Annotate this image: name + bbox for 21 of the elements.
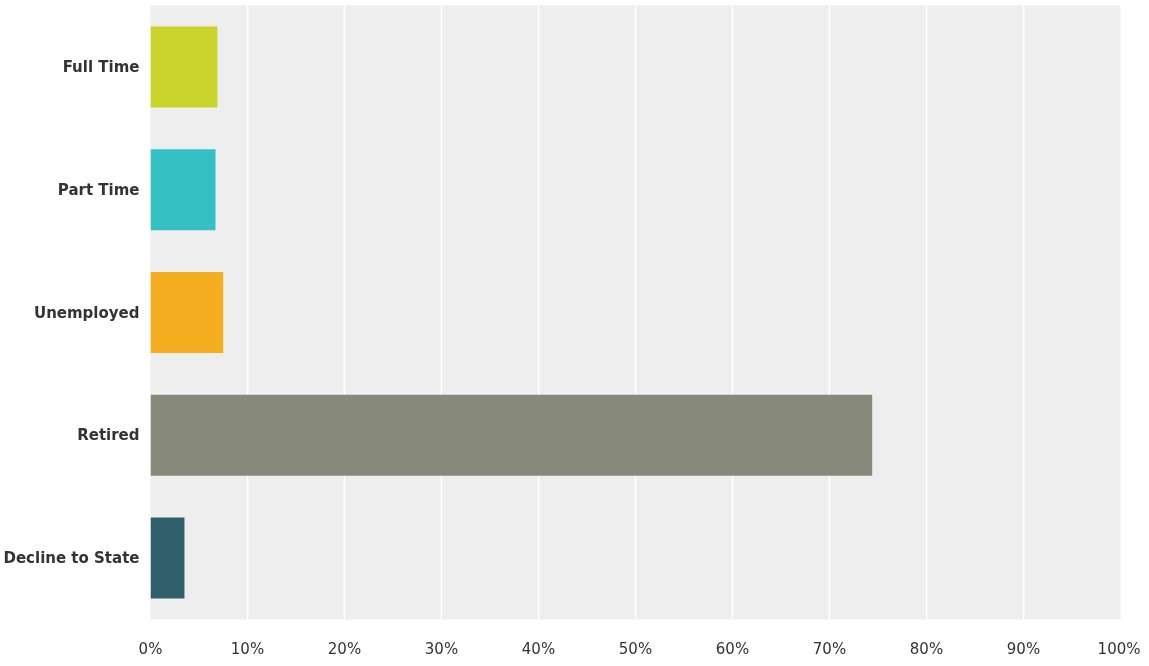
x-tick-label: 10% — [230, 639, 265, 658]
y-tick-label: Unemployed — [33, 303, 140, 322]
bar — [150, 517, 185, 599]
x-tick-label: 30% — [424, 639, 459, 658]
bar — [150, 26, 218, 108]
x-tick-label: 20% — [327, 639, 362, 658]
x-tick-label: 60% — [715, 639, 750, 658]
x-tick-label: 70% — [812, 639, 847, 658]
y-tick-label: Retired — [77, 426, 140, 445]
bar — [150, 394, 873, 476]
x-tick-label: 0% — [138, 639, 163, 658]
y-tick-label: Decline to State — [3, 549, 140, 568]
bar — [150, 271, 224, 354]
bar — [150, 149, 216, 231]
x-tick-label: 50% — [618, 639, 653, 658]
x-tick-label: 80% — [909, 639, 944, 658]
y-tick-label: Full Time — [62, 57, 140, 76]
x-tick-label: 90% — [1006, 639, 1041, 658]
x-tick-label: 100% — [1097, 639, 1141, 658]
y-tick-label: Part Time — [57, 180, 140, 199]
x-tick-label: 40% — [521, 639, 556, 658]
